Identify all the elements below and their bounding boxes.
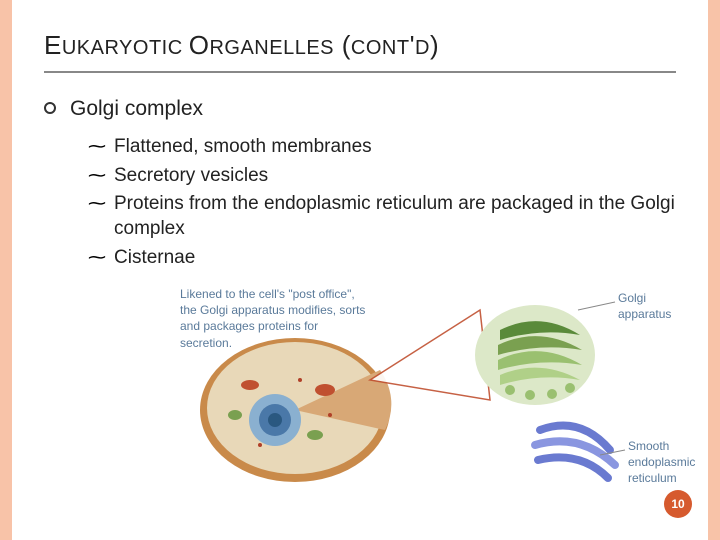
main-bullet-row: Golgi complex bbox=[44, 97, 676, 121]
slide-content: EUKARYOTIC ORGANELLES (CONT'D) Golgi com… bbox=[0, 0, 720, 270]
caption-golgi: Golgi apparatus bbox=[618, 290, 678, 322]
sub-text: Secretory vesicles bbox=[114, 164, 268, 189]
ring-bullet-icon bbox=[44, 102, 56, 114]
sub-item: ⁓ Cisternae bbox=[88, 246, 676, 271]
sub-text: Flattened, smooth membranes bbox=[114, 135, 372, 160]
smooth-er bbox=[535, 426, 615, 479]
page-number: 10 bbox=[671, 497, 684, 511]
leader-golgi bbox=[578, 302, 615, 310]
sub-text: Proteins from the endoplasmic reticulum … bbox=[114, 192, 676, 241]
title-paren-close: ) bbox=[430, 30, 439, 60]
title-sm-2: RGANELLES bbox=[209, 37, 334, 59]
main-bullet-text: Golgi complex bbox=[70, 97, 203, 121]
golgi-zoom bbox=[475, 305, 595, 405]
slide-title: EUKARYOTIC ORGANELLES (CONT'D) bbox=[44, 30, 676, 73]
tilde-bullet-icon: ⁓ bbox=[88, 247, 106, 268]
caption-post-office: Likened to the cell's "post office", the… bbox=[180, 286, 370, 351]
sub-item: ⁓ Proteins from the endoplasmic reticulu… bbox=[88, 192, 676, 241]
title-paren-open: ( bbox=[334, 30, 351, 60]
right-accent-bar bbox=[708, 0, 720, 540]
left-accent-bar bbox=[0, 0, 12, 540]
cell-cutaway bbox=[200, 338, 391, 482]
title-sm-1: UKARYOTIC bbox=[62, 37, 189, 59]
golgi-diagram: Likened to the cell's "post office", the… bbox=[180, 290, 670, 490]
tilde-bullet-icon: ⁓ bbox=[88, 136, 106, 157]
tilde-bullet-icon: ⁓ bbox=[88, 165, 106, 186]
sub-bullet-list: ⁓ Flattened, smooth membranes ⁓ Secretor… bbox=[88, 135, 676, 270]
caption-ser: Smooth endoplasmic reticulum bbox=[628, 438, 708, 487]
sub-item: ⁓ Flattened, smooth membranes bbox=[88, 135, 676, 160]
sub-text: Cisternae bbox=[114, 246, 195, 271]
title-cap-2: O bbox=[189, 30, 210, 60]
title-sm-4: D bbox=[415, 37, 430, 59]
sub-item: ⁓ Secretory vesicles bbox=[88, 164, 676, 189]
title-cap-1: E bbox=[44, 30, 62, 60]
title-sm-3: CONT bbox=[351, 37, 410, 59]
page-number-badge: 10 bbox=[664, 490, 692, 518]
tilde-bullet-icon: ⁓ bbox=[88, 193, 106, 214]
